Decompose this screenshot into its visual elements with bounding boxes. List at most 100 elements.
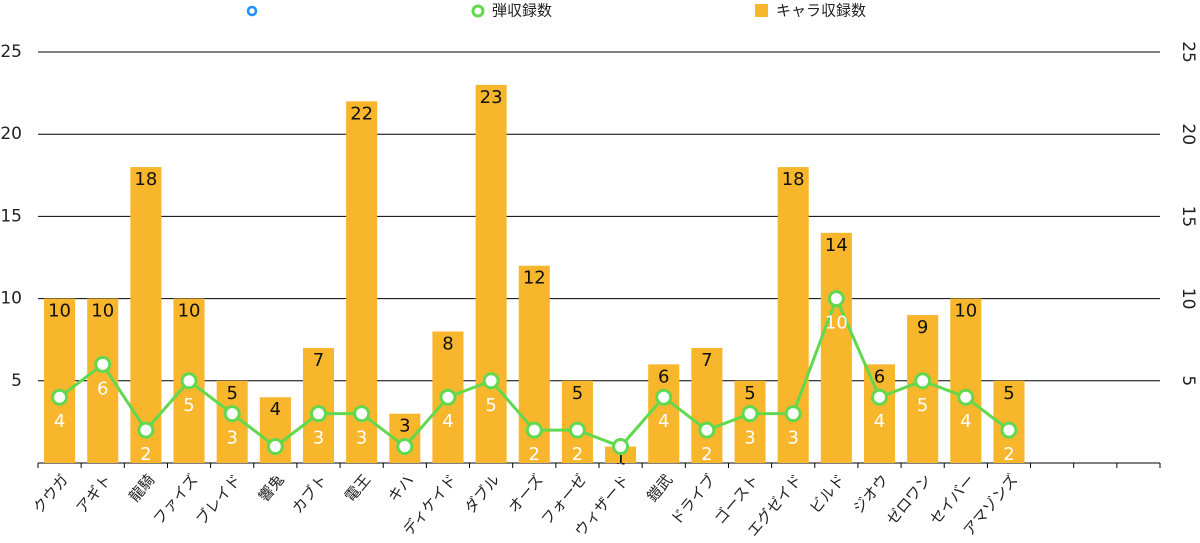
line-marker [266, 438, 284, 456]
x-tick-label: アギト [73, 471, 116, 517]
y-tick-label: 25 [0, 42, 22, 62]
bar-label: 18 [782, 169, 805, 190]
bar [950, 298, 982, 463]
line-marker [1000, 421, 1018, 439]
line-marker [482, 372, 500, 390]
x-tick-label: ファイズ [149, 471, 201, 528]
bar-label: 18 [134, 169, 157, 190]
line-label: 1 [615, 461, 626, 482]
legend-icon [471, 4, 485, 18]
bar-label: 10 [954, 301, 977, 322]
x-tick-label: クウガ [29, 471, 72, 517]
line-label: 5 [917, 395, 928, 416]
line-marker [180, 372, 198, 390]
line-label: 4 [54, 411, 65, 432]
line-marker [94, 355, 112, 373]
bar [346, 101, 378, 463]
x-tick-label: 龍騎 [125, 471, 158, 506]
line-marker [51, 388, 69, 406]
line-marker [223, 405, 241, 423]
bar [863, 364, 896, 463]
line-label: 5 [183, 395, 194, 416]
y-tick-label: 5 [11, 371, 22, 391]
bar-label: 5 [744, 383, 755, 404]
x-tick-label: ドライブ [667, 471, 719, 529]
line-marker [784, 405, 802, 423]
line-label: 10 [825, 313, 848, 334]
line-marker [396, 438, 414, 456]
bar-label: 5 [572, 383, 583, 404]
bar-label: 9 [917, 317, 928, 338]
line-label: 4 [874, 411, 885, 432]
x-tick-label: ダブル [461, 471, 504, 517]
bar [475, 84, 507, 463]
x-tick-label: カブト [288, 471, 331, 517]
line-label: 2 [1003, 444, 1014, 465]
line-marker [310, 405, 327, 423]
legend-icon [246, 5, 258, 17]
line-label: 4 [658, 411, 669, 432]
line-label: 2 [701, 444, 712, 465]
bar-label: 10 [91, 301, 114, 322]
x-tick-label: ジオウ [849, 471, 892, 517]
line-marker [353, 405, 371, 423]
bar-label: 7 [313, 350, 324, 371]
bar-label: 6 [658, 366, 669, 387]
y2-tick-label: 20 [1178, 123, 1198, 145]
bar [648, 364, 680, 463]
legend-label: キャラ収録数 [776, 2, 866, 20]
x-tick-label: ブレイド [192, 471, 244, 529]
y2-tick-label: 10 [1178, 288, 1198, 310]
y2-tick-label: 15 [1178, 206, 1198, 228]
line-marker [957, 388, 975, 406]
bar-label: 12 [523, 268, 546, 289]
line-marker [439, 388, 457, 406]
line-label: 2 [140, 444, 151, 465]
line-label: 1 [270, 461, 281, 482]
line-label: 1 [399, 461, 410, 482]
bar-label: 4 [270, 399, 281, 420]
line-label: 3 [787, 428, 798, 449]
bar-label: 7 [701, 350, 712, 371]
legend-blank [246, 5, 258, 17]
bar-label: 3 [399, 416, 410, 437]
line-label: 5 [485, 395, 496, 416]
line-marker [137, 421, 155, 439]
line-marker [568, 421, 586, 439]
line-label: 4 [442, 411, 453, 432]
bar-label: 22 [350, 103, 373, 124]
legend-label: 弾収録数 [492, 2, 552, 20]
line-marker [871, 388, 888, 406]
line-label: 3 [744, 428, 755, 449]
x-tick-label: オーズ [505, 471, 547, 516]
bar-label: 6 [874, 366, 885, 387]
bar-label: 10 [178, 301, 201, 322]
line-label: 2 [529, 444, 540, 465]
line-label: 4 [960, 411, 971, 432]
y-tick-label: 10 [0, 289, 22, 309]
line-marker [741, 405, 759, 423]
legend-icon [755, 4, 768, 17]
bar [691, 347, 723, 463]
bar-label: 1 [615, 449, 626, 470]
line-label: 3 [356, 428, 367, 449]
y-tick-label: 20 [0, 124, 22, 144]
line-label: 2 [572, 444, 583, 465]
y2-tick-label: 5 [1178, 375, 1198, 386]
bar [820, 232, 852, 463]
line-marker [612, 438, 630, 456]
x-tick-label: 電王 [341, 471, 374, 506]
line-label: 3 [313, 428, 324, 449]
line-marker [827, 290, 845, 308]
bar-label: 10 [48, 301, 71, 322]
line-label: 3 [226, 428, 237, 449]
line-marker [655, 388, 673, 406]
line-marker [525, 421, 543, 439]
line-marker [914, 372, 932, 390]
bar-label: 8 [442, 333, 453, 354]
y-tick-label: 15 [0, 206, 22, 226]
bar-label: 5 [1003, 383, 1014, 404]
bar [44, 298, 76, 463]
line-marker [698, 421, 716, 439]
